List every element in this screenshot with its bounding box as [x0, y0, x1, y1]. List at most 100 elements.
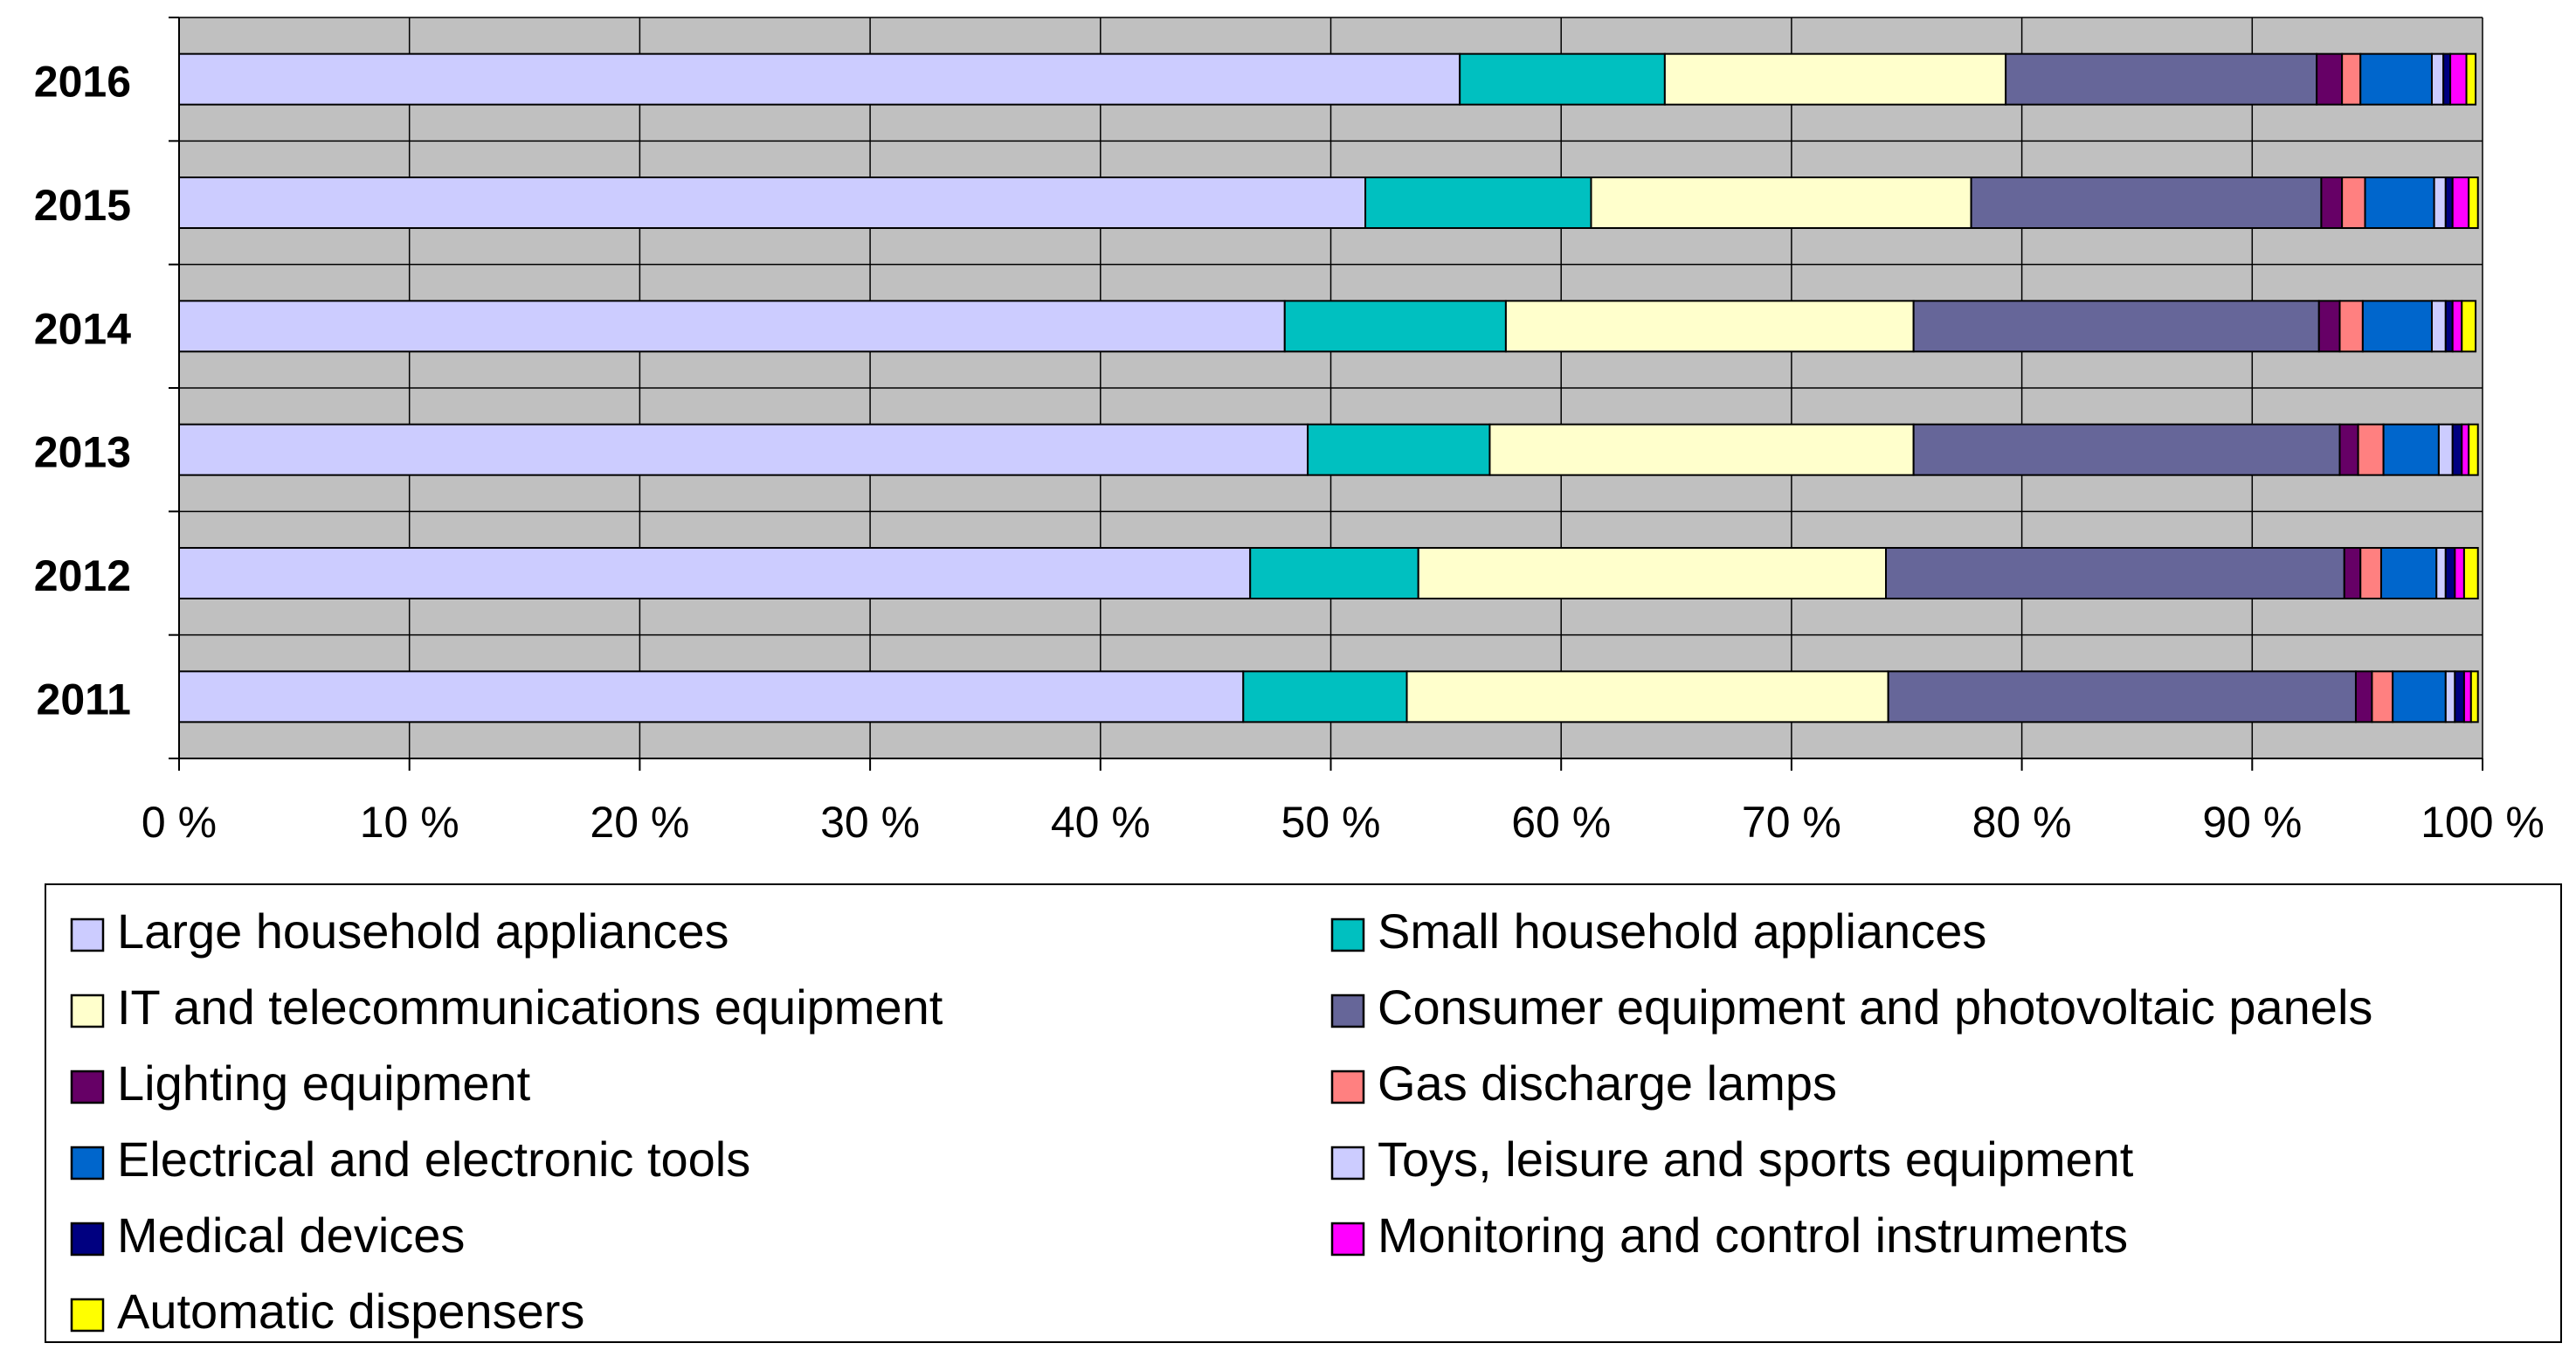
legend-label: Automatic dispensers — [117, 1284, 584, 1339]
bar-segment — [2462, 547, 2479, 599]
bar-segment — [2437, 423, 2454, 476]
bar-segment — [2468, 423, 2479, 476]
x-tick-label: 60 % — [1511, 798, 1611, 847]
bar-segment — [1885, 547, 2345, 599]
bar-segment — [2338, 300, 2364, 353]
bar-segment — [2364, 177, 2435, 229]
bar-segment — [2361, 300, 2433, 353]
legend-label: IT and telecommunications equipment — [117, 980, 943, 1035]
bar-segment — [2449, 52, 2468, 106]
x-tick-label: 10 % — [360, 798, 459, 847]
bar-segment — [2454, 547, 2465, 599]
legend-swatch — [1330, 1070, 1365, 1104]
bar-segment — [2320, 177, 2344, 229]
bar-segment — [2462, 670, 2472, 724]
bar-segment — [2451, 177, 2470, 229]
bar-segment — [1459, 52, 1666, 106]
bar-segment — [2371, 670, 2394, 724]
bar-segment — [1912, 423, 2341, 476]
bar-segment — [2392, 670, 2447, 724]
x-tick-label: 0 % — [142, 798, 217, 847]
x-tick-label: 50 % — [1281, 798, 1381, 847]
bar-segment — [2433, 177, 2447, 229]
legend-label: Gas discharge lamps — [1378, 1056, 1837, 1111]
y-tick-label: 2013 — [34, 428, 131, 477]
axes: 2016 2015 2014 2013 2012 2011 0 % 10 % 20 % 30 % 4… — [34, 17, 2545, 847]
legend-label: Consumer equipment and photovoltaic pane… — [1378, 980, 2372, 1035]
y-tick-label: 2014 — [34, 304, 131, 353]
bar-segment — [2461, 423, 2470, 476]
bar-segment — [1488, 423, 1915, 476]
bar-segment — [1283, 300, 1507, 353]
bar-segment — [2469, 670, 2479, 724]
bar-segment — [1887, 670, 2357, 724]
bar-segment — [178, 547, 1252, 599]
bar-segment — [1663, 52, 2007, 106]
bar-segment — [1307, 423, 1491, 476]
bar-segment — [2382, 423, 2440, 476]
legend-swatch — [70, 1146, 105, 1180]
x-tick-label: 30 % — [820, 798, 920, 847]
y-tick-label: 2011 — [37, 675, 131, 724]
legend-box — [45, 883, 2562, 1343]
bar-segment — [2341, 52, 2362, 106]
bar-segment — [2442, 52, 2452, 106]
legend-swatch — [70, 1298, 105, 1333]
legend-swatch — [70, 917, 105, 952]
bar-segment — [2451, 423, 2463, 476]
x-tick-label: 20 % — [590, 798, 689, 847]
bar-segment — [1590, 177, 1972, 229]
legend-swatch — [70, 1070, 105, 1104]
legend-swatch — [70, 994, 105, 1028]
bar-segment — [1417, 547, 1888, 599]
bar-segment — [2430, 300, 2447, 353]
bar-segment — [2316, 52, 2344, 106]
bar-segment — [2005, 52, 2318, 106]
legend-swatch — [1330, 1146, 1365, 1180]
bar-segment — [2465, 52, 2477, 106]
legend-swatch — [1330, 1222, 1365, 1257]
legend-swatch — [1330, 994, 1365, 1028]
legend-label: Small household appliances — [1378, 904, 1986, 959]
bar-segment — [2338, 423, 2359, 476]
bar-segment — [178, 670, 1245, 724]
x-tick-label: 80 % — [1972, 798, 2072, 847]
legend-label: Medical devices — [117, 1208, 465, 1263]
bar-segment — [1504, 300, 1915, 353]
bar-segment — [178, 423, 1309, 476]
bar-segment — [1242, 670, 1408, 724]
legend-label: Monitoring and control instruments — [1378, 1208, 2128, 1263]
bar-segment — [2343, 547, 2362, 599]
bar-segment — [2435, 547, 2447, 599]
bar-segment — [2468, 177, 2479, 229]
bar-segment — [2444, 547, 2456, 599]
bar-segment — [2444, 670, 2456, 724]
bar-segment — [178, 52, 1461, 106]
bar-segment — [2354, 670, 2373, 724]
bar-segment — [2461, 300, 2477, 353]
bar-segment — [2430, 52, 2445, 106]
bar-segment — [1249, 547, 1419, 599]
bar-segment — [2341, 177, 2366, 229]
legend-swatch — [1330, 917, 1365, 952]
bar-segment — [1912, 300, 2320, 353]
bar-segment — [2454, 670, 2465, 724]
bar-segment — [178, 300, 1286, 353]
bar-segment — [2317, 300, 2341, 353]
x-tick-label: 70 % — [1742, 798, 1841, 847]
bar-segment — [2357, 423, 2385, 476]
plot-area — [178, 17, 2483, 759]
x-tick-label: 40 % — [1051, 798, 1150, 847]
bar-segment — [2359, 52, 2433, 106]
x-tick-label: 90 % — [2202, 798, 2302, 847]
legend: Large household appliances Small househol… — [45, 883, 2562, 1343]
legend-label: Lighting equipment — [117, 1056, 531, 1111]
y-tick-label: 2015 — [34, 181, 131, 230]
bar-segment — [2359, 547, 2382, 599]
bar-segment — [2444, 300, 2454, 353]
bar-segment — [2379, 547, 2438, 599]
bar-segment — [178, 177, 1367, 229]
legend-label: Electrical and electronic tools — [117, 1132, 750, 1187]
